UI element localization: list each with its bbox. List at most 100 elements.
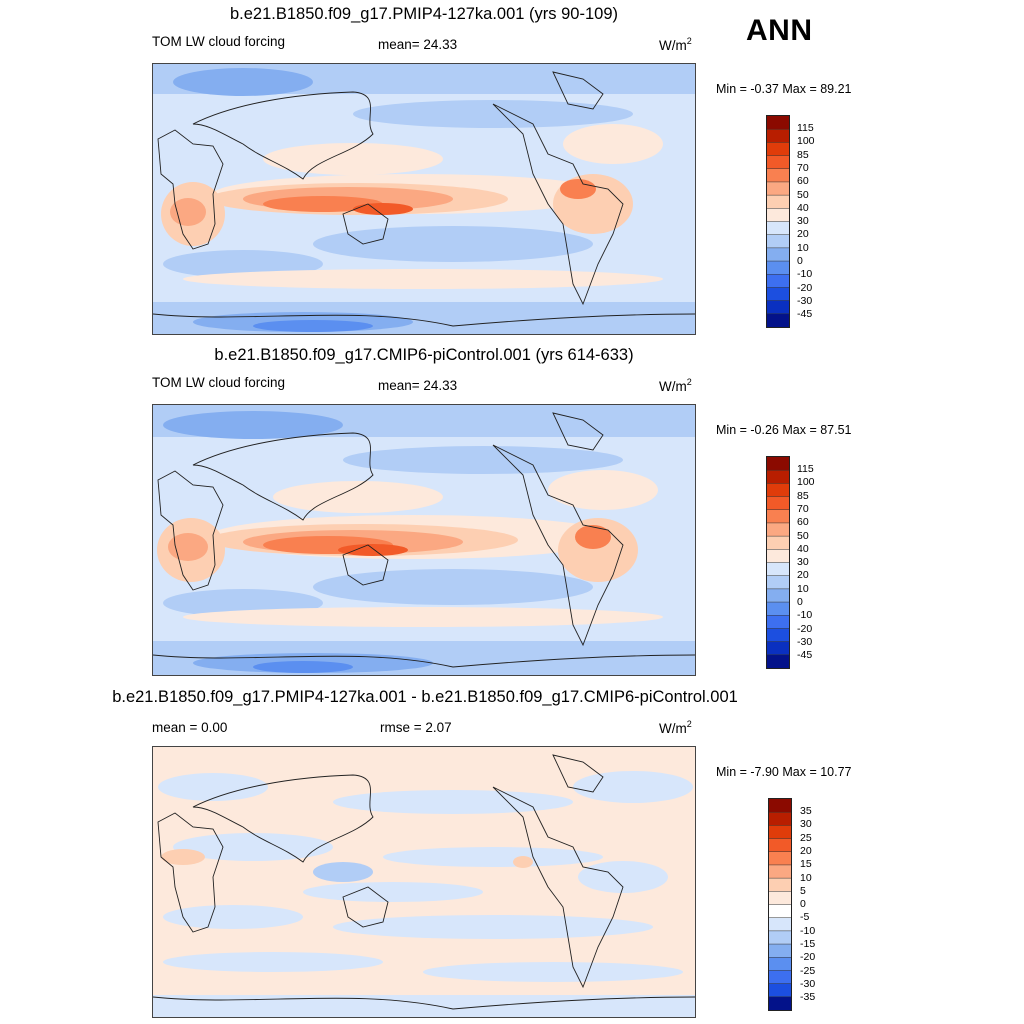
panel-1-map <box>152 63 696 335</box>
colorbar-swatch <box>767 247 789 262</box>
colorbar-3-label: -35 <box>800 991 816 1003</box>
colorbar-swatch <box>767 562 789 577</box>
panel-1-colorbar-labels: 115 100 85 70 60 50 40 30 20 10 0 -10 -2… <box>797 115 837 328</box>
colorbar-swatch <box>767 181 789 196</box>
colorbar-swatch <box>769 864 791 879</box>
colorbar-swatch <box>769 944 791 958</box>
colorbar-2-label: 40 <box>797 543 809 555</box>
colorbar-1-label: 40 <box>797 202 809 214</box>
colorbar-swatch <box>767 536 789 550</box>
colorbar-swatch <box>767 483 789 498</box>
colorbar-3-label: 5 <box>800 885 806 897</box>
panel-2-units: W/m2 <box>659 377 692 394</box>
colorbar-3-label: -20 <box>800 951 816 963</box>
panel-3-mean: mean = 0.00 <box>152 720 228 735</box>
panel-1-left-label: TOM LW cloud forcing <box>152 34 286 49</box>
colorbar-swatch <box>767 522 789 537</box>
colorbar-swatch <box>767 602 789 616</box>
colorbar-swatch <box>769 904 791 919</box>
colorbar-3-label: 25 <box>800 832 812 844</box>
panel-3-title: b.e21.B1850.f09_g17.PMIP4-127ka.001 - b.… <box>112 688 738 706</box>
panel-3-map <box>152 746 696 1018</box>
panel-3-colorbar-labels: 35 30 25 20 15 10 5 0 -5 -10 -15 -20 -25… <box>800 798 840 1011</box>
colorbar-1-label: 60 <box>797 175 809 187</box>
colorbar-swatch <box>769 917 791 932</box>
season-label: ANN <box>746 14 813 47</box>
colorbar-swatch <box>767 549 789 563</box>
colorbar-swatch <box>767 575 789 590</box>
colorbar-2-label: 70 <box>797 503 809 515</box>
colorbar-swatch <box>767 313 789 328</box>
panel-1-units: W/m2 <box>659 36 692 53</box>
colorbar-swatch <box>767 129 789 143</box>
panel-2-minmax: Min = -0.26 Max = 87.51 <box>716 423 852 437</box>
colorbar-2-label: 30 <box>797 556 809 568</box>
colorbar-swatch <box>767 274 789 288</box>
panel-1-map-field <box>153 64 695 334</box>
colorbar-swatch <box>769 812 791 826</box>
colorbar-swatch <box>767 261 789 275</box>
panel-2-title: b.e21.B1850.f09_g17.CMIP6-piControl.001 … <box>214 346 634 364</box>
colorbar-swatch <box>767 509 789 524</box>
colorbar-swatch <box>769 878 791 892</box>
panel-3-minmax: Min = -7.90 Max = 10.77 <box>716 765 852 779</box>
colorbar-2-label: 50 <box>797 530 809 542</box>
colorbar-3-label: 30 <box>800 818 812 830</box>
colorbar-swatch <box>767 457 789 471</box>
colorbar-swatch <box>769 891 791 905</box>
colorbar-1-label: -30 <box>797 295 813 307</box>
colorbar-1-label: 85 <box>797 149 809 161</box>
colorbar-3-label: -5 <box>800 911 810 923</box>
panel-3-map-field <box>153 747 695 1017</box>
colorbar-1-label: 20 <box>797 228 809 240</box>
panel-1-colorbar <box>766 115 790 328</box>
colorbar-1-label: 30 <box>797 215 809 227</box>
colorbar-swatch <box>769 996 791 1011</box>
panel-2-map <box>152 404 696 676</box>
colorbar-1-label: 10 <box>797 242 809 254</box>
colorbar-1-label: -20 <box>797 282 813 294</box>
colorbar-3-label: -15 <box>800 938 816 950</box>
colorbar-swatch <box>767 615 789 629</box>
colorbar-2-label: -10 <box>797 609 813 621</box>
colorbar-swatch <box>769 799 791 813</box>
colorbar-1-label: 115 <box>797 122 814 134</box>
colorbar-swatch <box>767 628 789 643</box>
colorbar-2-label: 20 <box>797 569 809 581</box>
colorbar-swatch <box>767 116 789 130</box>
colorbar-swatch <box>767 300 789 315</box>
colorbar-swatch <box>767 287 789 302</box>
panel-2-mean: mean= 24.33 <box>378 378 458 393</box>
panel-1-colorbar-swatches <box>767 116 789 328</box>
colorbar-1-label: 0 <box>797 255 803 267</box>
colorbar-swatch <box>769 957 791 971</box>
panel-3-units: W/m2 <box>659 719 692 736</box>
colorbar-1-label: -10 <box>797 268 813 280</box>
panel-3-colorbar-swatches <box>769 799 791 1011</box>
colorbar-2-label: 10 <box>797 583 809 595</box>
panel-2-colorbar-swatches <box>767 457 789 669</box>
colorbar-swatch <box>769 930 791 945</box>
colorbar-1-label: 100 <box>797 135 815 147</box>
colorbar-swatch <box>769 970 791 985</box>
panel-2-colorbar-labels: 115 100 85 70 60 50 40 30 20 10 0 -10 -2… <box>797 456 837 669</box>
colorbar-swatch <box>767 221 789 236</box>
colorbar-swatch <box>767 168 789 183</box>
colorbar-2-label: 85 <box>797 490 809 502</box>
colorbar-3-label: 15 <box>800 858 812 870</box>
colorbar-3-label: 10 <box>800 872 812 884</box>
colorbar-swatch <box>769 851 791 866</box>
colorbar-1-label: 70 <box>797 162 809 174</box>
colorbar-swatch <box>769 983 791 998</box>
colorbar-swatch <box>767 496 789 511</box>
panel-1-title: b.e21.B1850.f09_g17.PMIP4-127ka.001 (yrs… <box>229 5 618 23</box>
panel-2-map-field <box>153 405 695 675</box>
panel-1-minmax: Min = -0.37 Max = 89.21 <box>716 82 852 96</box>
colorbar-swatch <box>767 588 789 603</box>
panel-3-rmse: rmse = 2.07 <box>380 720 452 735</box>
colorbar-3-label: 20 <box>800 845 812 857</box>
colorbar-3-label: 35 <box>800 805 812 817</box>
colorbar-2-label: 0 <box>797 596 803 608</box>
panel-2-left-label: TOM LW cloud forcing <box>152 375 286 390</box>
colorbar-swatch <box>767 195 789 209</box>
